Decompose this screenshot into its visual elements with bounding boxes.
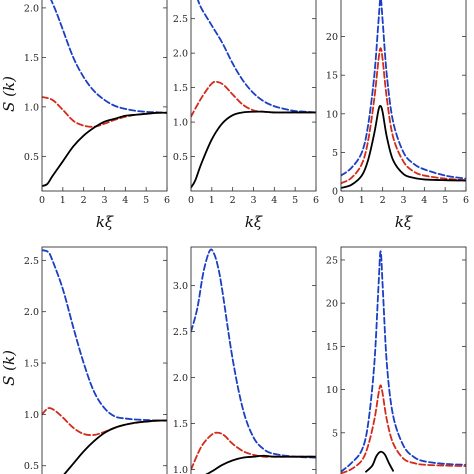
panel-6: 5 10 15 20 25 [326, 246, 467, 474]
x-tick-label: 6 [313, 195, 319, 206]
y-tick-label: 10 [326, 385, 338, 396]
plot-frame [190, 0, 317, 192]
y-tick-label: 2.5 [24, 256, 39, 267]
y-tick-label: 1.5 [173, 419, 188, 430]
y-tick-label: 1.0 [173, 465, 188, 474]
series-blue-line [197, 0, 316, 114]
y-tick-label: 15 [326, 342, 338, 353]
panel-1: 0.5 1.0 1.5 2.0 0 1 2 3 4 5 6 kξ S (k) [0, 0, 170, 231]
x-tick-label: 2 [380, 195, 386, 206]
x-tick-label: 6 [463, 195, 469, 206]
x-axis-label: kξ [245, 213, 263, 231]
x-tick-label: 0 [39, 195, 45, 206]
series-black-line [191, 110, 316, 189]
plot-frame [41, 0, 168, 192]
y-tick-label: 1.0 [24, 102, 39, 113]
y-tick-label: 1.0 [24, 410, 39, 421]
series-red-line [341, 47, 466, 185]
x-tick-label: 2 [81, 195, 87, 206]
panel-2: 0.5 1.0 1.5 2.0 2.5 0 1 2 3 4 5 6 kξ [173, 0, 319, 231]
x-tick-label: 3 [101, 195, 107, 206]
x-tick-label: 4 [421, 195, 427, 206]
x-tick-label: 4 [122, 195, 128, 206]
series-blue-line [341, 0, 466, 180]
x-tick-label: 0 [338, 195, 344, 206]
series-blue-line [42, 249, 167, 422]
y-tick-label: 0.5 [24, 152, 39, 163]
y-tick-label: 2.0 [173, 373, 188, 384]
x-tick-label: 6 [164, 195, 170, 206]
y-tick-label: 3.0 [173, 281, 188, 292]
y-tick-label: 20 [326, 32, 338, 43]
plot-frame [41, 246, 168, 474]
series-black-line [42, 111, 167, 187]
y-tick-label: 1.5 [24, 53, 39, 64]
y-tick-label: 10 [326, 109, 338, 120]
y-tick-label: 1.5 [24, 359, 39, 370]
panel-3: 0 5 10 15 20 0 1 2 3 4 5 6 kξ [326, 0, 469, 231]
y-tick-label: 0 [332, 187, 338, 198]
panel-5: 1.0 1.5 2.0 2.5 3.0 [173, 246, 317, 474]
x-tick-label: 3 [250, 195, 256, 206]
x-tick-label: 1 [359, 195, 365, 206]
y-tick-label: 5 [332, 428, 338, 439]
y-axis-label: S (k) [0, 350, 18, 386]
plot-frame [190, 246, 317, 474]
x-tick-label: 1 [60, 195, 66, 206]
x-tick-label: 4 [271, 195, 277, 206]
y-axis-label: S (k) [0, 76, 18, 112]
series-black-line [341, 105, 466, 189]
x-tick-label: 0 [188, 195, 194, 206]
series-black-line [63, 419, 167, 474]
series-blue-line [341, 250, 466, 473]
series-blue-line [50, 0, 167, 114]
y-tick-label: 2.5 [173, 14, 188, 25]
x-tick-label: 3 [400, 195, 406, 206]
y-tick-label: 0.5 [24, 461, 39, 472]
y-tick-label: 25 [326, 255, 338, 266]
panel-4: 0.5 1.0 1.5 2.0 2.5 S (k) [0, 246, 168, 474]
x-axis-label: kξ [96, 213, 114, 231]
y-tick-label: 2.0 [173, 49, 188, 60]
x-tick-label: 5 [143, 195, 149, 206]
y-tick-label: 15 [326, 71, 338, 82]
y-tick-label: 2.0 [24, 307, 39, 318]
series-red-line [341, 384, 466, 474]
series-black-line [205, 454, 316, 474]
series-black-line [365, 450, 394, 473]
y-tick-label: 1.5 [173, 83, 188, 94]
plot-frame [340, 246, 467, 474]
y-tick-label: 2.0 [24, 3, 39, 14]
y-tick-label: 2.5 [173, 327, 188, 338]
y-tick-label: 20 [326, 299, 338, 310]
x-tick-label: 2 [230, 195, 236, 206]
x-tick-label: 5 [442, 195, 448, 206]
x-tick-label: 5 [292, 195, 298, 206]
x-axis-label: kξ [395, 213, 413, 231]
x-tick-label: 1 [209, 195, 215, 206]
y-tick-label: 0.5 [173, 152, 188, 163]
y-tick-label: 5 [332, 148, 338, 159]
series-blue-line [191, 248, 316, 459]
y-tick-label: 1.0 [173, 118, 188, 129]
